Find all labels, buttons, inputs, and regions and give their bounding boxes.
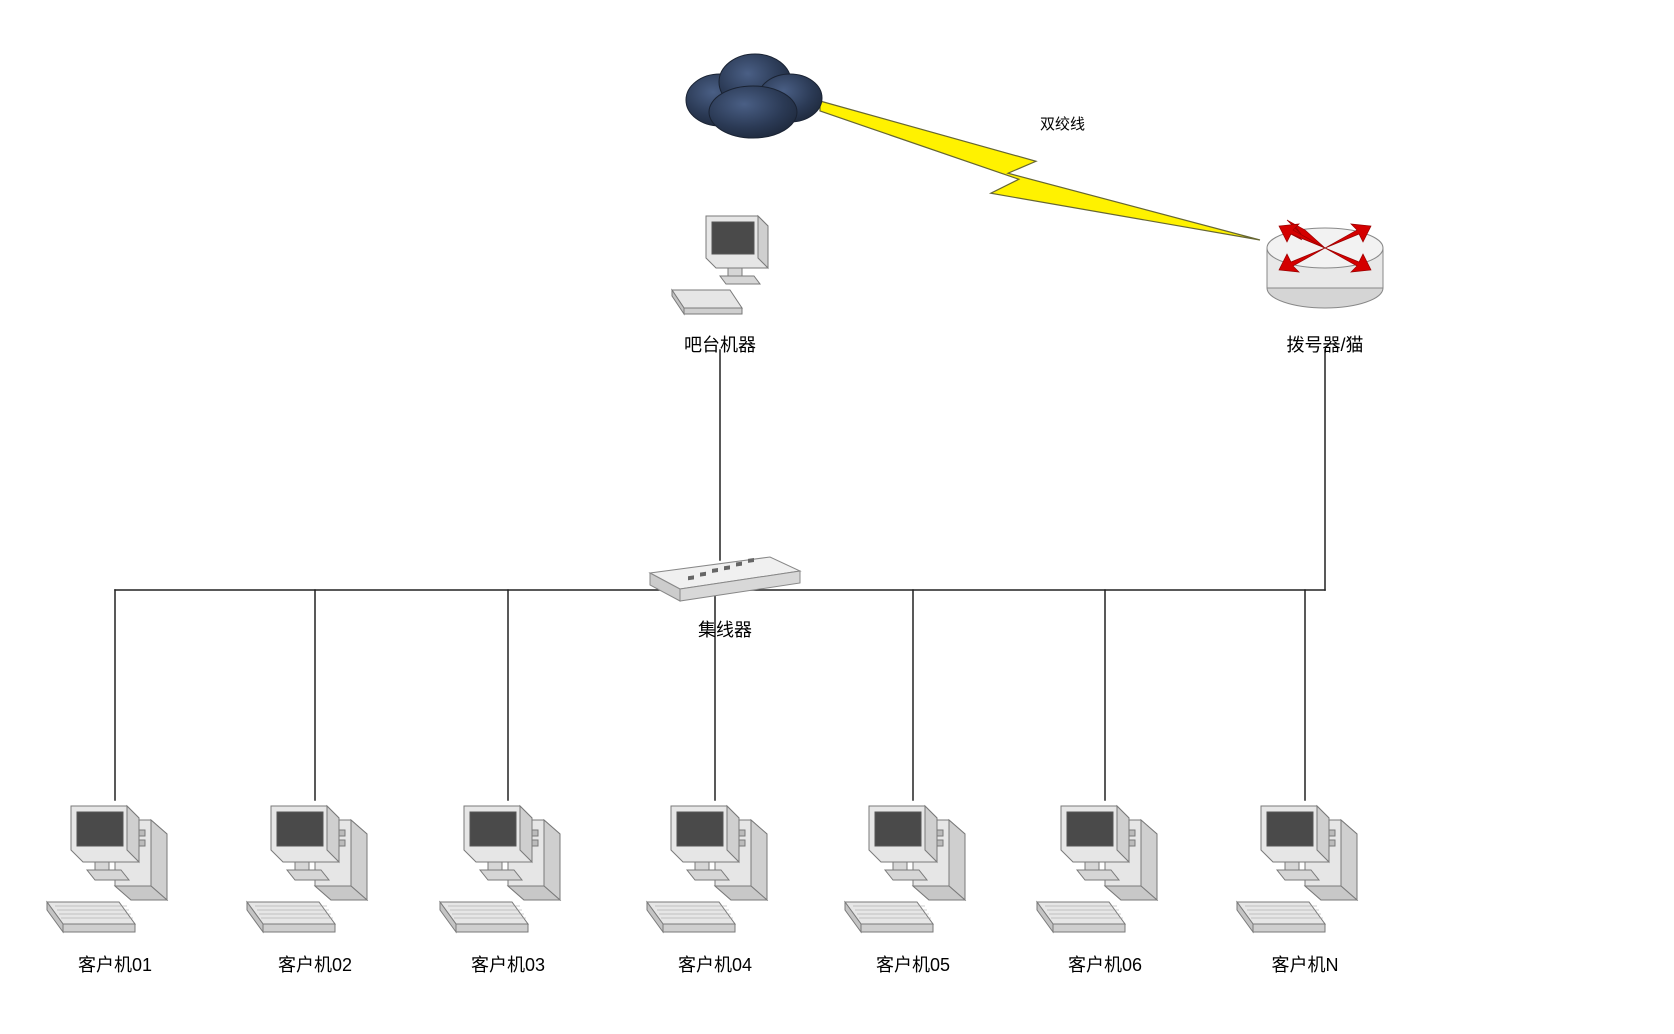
cloud-node <box>675 40 835 155</box>
hub-node: 集线器 <box>640 555 810 642</box>
cloud-icon <box>675 40 835 150</box>
client-pc-icon <box>428 800 588 940</box>
server-node: 吧台机器 <box>660 210 780 357</box>
client-label: 客户机06 <box>1025 951 1185 977</box>
server-label: 吧台机器 <box>660 331 780 357</box>
server-pc-icon <box>660 210 780 320</box>
client-node-1: 客户机01 <box>35 800 195 977</box>
router-label: 拨号器/猫 <box>1255 331 1395 357</box>
router-icon <box>1255 200 1395 320</box>
client-node-7: 客户机N <box>1225 800 1385 977</box>
client-node-6: 客户机06 <box>1025 800 1185 977</box>
client-pc-icon <box>1025 800 1185 940</box>
hub-icon <box>640 555 810 605</box>
edge-label-cloud-router: 双绞线 <box>1040 113 1085 134</box>
client-pc-icon <box>1225 800 1385 940</box>
client-label: 客户机01 <box>35 951 195 977</box>
client-label: 客户机05 <box>833 951 993 977</box>
client-pc-icon <box>235 800 395 940</box>
client-pc-icon <box>35 800 195 940</box>
router-node: 拨号器/猫 <box>1255 200 1395 357</box>
client-label: 客户机02 <box>235 951 395 977</box>
client-label: 客户机03 <box>428 951 588 977</box>
client-label: 客户机04 <box>635 951 795 977</box>
client-node-3: 客户机03 <box>428 800 588 977</box>
client-node-5: 客户机05 <box>833 800 993 977</box>
client-node-2: 客户机02 <box>235 800 395 977</box>
client-pc-icon <box>833 800 993 940</box>
client-node-4: 客户机04 <box>635 800 795 977</box>
client-pc-icon <box>635 800 795 940</box>
hub-label: 集线器 <box>640 616 810 642</box>
client-label: 客户机N <box>1225 951 1385 977</box>
